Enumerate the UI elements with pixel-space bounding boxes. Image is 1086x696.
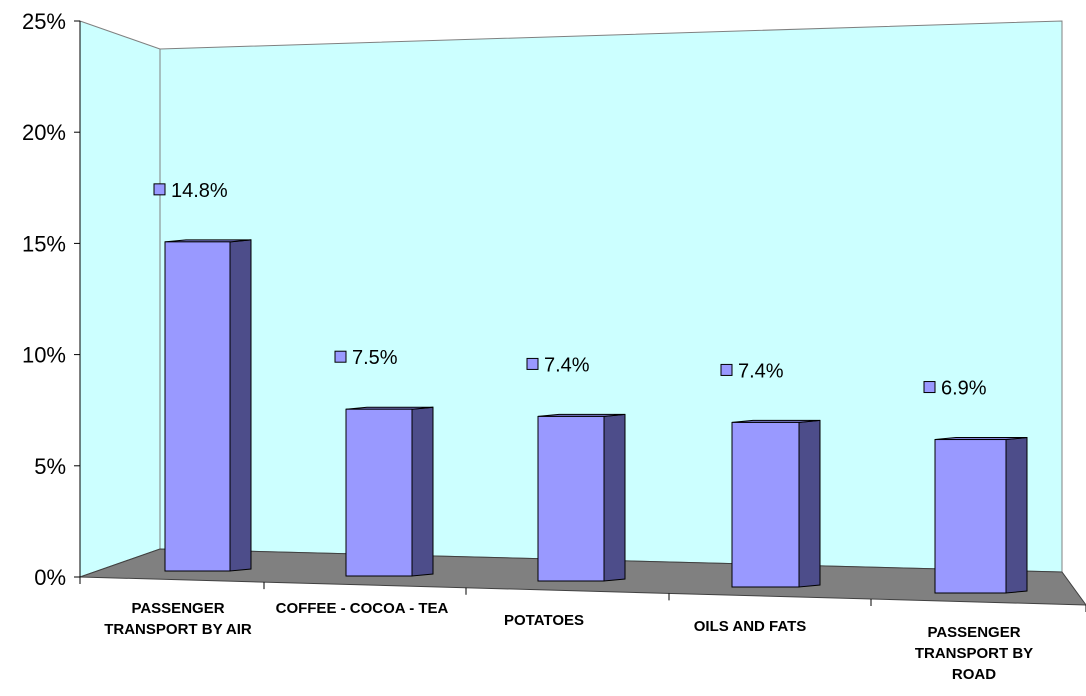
data-label: 6.9% bbox=[923, 378, 987, 400]
y-tick-label: 25% bbox=[22, 9, 66, 34]
bar bbox=[731, 419, 821, 588]
data-label-text: 6.9% bbox=[941, 378, 987, 400]
y-tick-label: 0% bbox=[34, 565, 66, 590]
data-label: 14.8% bbox=[153, 180, 228, 202]
bar-front bbox=[164, 241, 231, 572]
x-axis-ticks bbox=[79, 577, 1086, 612]
category-label: PASSENGER TRANSPORT BY AIR bbox=[104, 600, 252, 638]
bar-side bbox=[411, 406, 434, 577]
data-label-marker bbox=[923, 381, 936, 394]
y-tick-label: 20% bbox=[22, 120, 66, 145]
bar-front bbox=[537, 415, 605, 582]
y-axis: 0% 5% 10% 15% 20% 25% bbox=[22, 9, 81, 590]
bar bbox=[345, 406, 434, 577]
y-tick-label: 15% bbox=[22, 231, 66, 256]
bar bbox=[537, 413, 626, 582]
category-label: COFFEE - COCOA - TEA bbox=[275, 600, 449, 617]
data-label-marker bbox=[526, 357, 539, 370]
category-label: PASSENGER TRANSPORT BY ROAD bbox=[914, 624, 1034, 683]
data-label: 7.4% bbox=[526, 354, 590, 376]
y-tick-label: 5% bbox=[34, 454, 66, 479]
data-label-text: 7.4% bbox=[544, 354, 590, 376]
category-label: OILS AND FATS bbox=[693, 618, 807, 635]
data-label: 7.5% bbox=[334, 347, 398, 369]
bar-side bbox=[603, 413, 626, 582]
data-labels: 14.8% 7.5% 7.4% 7.4% 6.9% bbox=[153, 180, 987, 400]
y-tick-label: 10% bbox=[22, 343, 66, 368]
bar-side bbox=[1005, 436, 1028, 594]
data-label: 7.4% bbox=[720, 360, 784, 382]
y-axis-ticks: 0% 5% 10% 15% 20% 25% bbox=[22, 9, 80, 590]
side-wall bbox=[79, 20, 161, 578]
bar-front bbox=[731, 421, 800, 588]
bar-side bbox=[798, 419, 821, 588]
bar-front bbox=[345, 408, 413, 577]
data-label-text: 7.5% bbox=[352, 347, 398, 369]
bar-side bbox=[229, 239, 252, 572]
bar-front bbox=[934, 439, 1007, 594]
data-label-marker bbox=[720, 363, 733, 376]
bar bbox=[934, 436, 1028, 594]
data-label-text: 14.8% bbox=[171, 180, 228, 202]
bar bbox=[164, 239, 252, 572]
data-label-text: 7.4% bbox=[738, 360, 784, 382]
data-label-marker bbox=[153, 183, 166, 196]
bars bbox=[164, 239, 1028, 594]
data-label-marker bbox=[334, 350, 347, 363]
category-label: POTATOES bbox=[503, 612, 584, 629]
